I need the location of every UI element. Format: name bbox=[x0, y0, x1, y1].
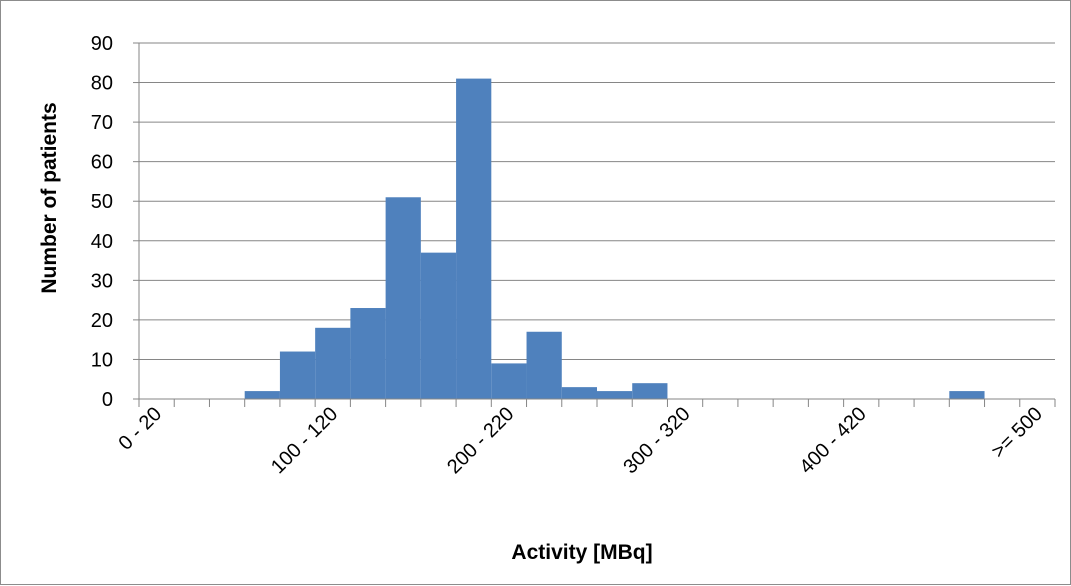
bar-100-120 bbox=[315, 327, 351, 399]
x-tick-label: 200 - 220 bbox=[443, 403, 518, 478]
x-tick-label: 0 - 20 bbox=[114, 403, 166, 455]
x-tick-label: >= 500 bbox=[987, 403, 1047, 463]
y-tick-label: 60 bbox=[91, 152, 113, 174]
y-tick-label: 0 bbox=[102, 389, 113, 411]
x-tick-label: 400 - 420 bbox=[795, 403, 870, 478]
y-tick-labels: 0 10 20 30 40 50 60 70 80 90 bbox=[91, 33, 113, 411]
y-tick-label: 90 bbox=[91, 33, 113, 55]
y-tick-label: 80 bbox=[91, 73, 113, 95]
bar-160-180 bbox=[420, 252, 457, 399]
y-tick-label: 70 bbox=[91, 112, 113, 134]
bar-140-160 bbox=[385, 197, 421, 399]
axes bbox=[133, 42, 1056, 407]
bar-80-100 bbox=[279, 351, 316, 399]
bars bbox=[244, 78, 985, 399]
bar-460-480 bbox=[949, 391, 985, 399]
y-tick-label: 40 bbox=[91, 231, 113, 253]
y-tick-label: 10 bbox=[91, 349, 113, 371]
bar-200-220 bbox=[491, 363, 527, 399]
bar-60-80 bbox=[244, 391, 280, 399]
gridlines bbox=[139, 42, 1055, 360]
bar-240-260 bbox=[561, 387, 597, 399]
y-tick-label: 50 bbox=[91, 191, 113, 213]
x-axis-title: Activity [MBq] bbox=[511, 541, 652, 564]
x-tick-label: 300 - 320 bbox=[619, 403, 694, 478]
bar-260-280 bbox=[597, 391, 633, 399]
bar-280-300 bbox=[632, 383, 668, 399]
bar-220-240 bbox=[526, 331, 562, 399]
bar-120-140 bbox=[350, 308, 386, 399]
x-tick-label: 100 - 120 bbox=[267, 403, 342, 478]
y-tick-label: 20 bbox=[91, 310, 113, 332]
bar-180-200 bbox=[456, 78, 492, 399]
x-tick-labels: 0 - 20 100 - 120 200 - 220 300 - 320 400 - 4… bbox=[114, 403, 1046, 478]
y-axis-title: Number of patients bbox=[38, 102, 61, 293]
y-tick-label: 30 bbox=[91, 270, 113, 292]
